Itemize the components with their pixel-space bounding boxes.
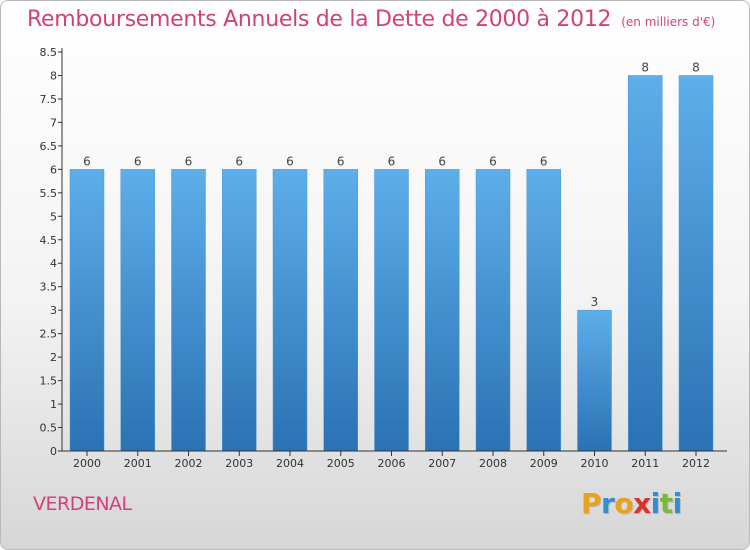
title-text: Remboursements Annuels de la Dette de 20… xyxy=(27,7,612,32)
y-tick-label: 6.5 xyxy=(40,140,58,153)
y-tick-label: 8.5 xyxy=(40,46,58,59)
chart-title: Remboursements Annuels de la Dette de 20… xyxy=(27,7,715,32)
data-label-2006: 6 xyxy=(388,154,396,168)
y-tick-label: 3.5 xyxy=(40,281,58,294)
y-tick-label: 0 xyxy=(50,445,57,458)
y-tick-label: 5 xyxy=(50,210,57,223)
y-tick-label: 0.5 xyxy=(40,422,58,435)
bar-2001 xyxy=(120,169,155,452)
y-tick-label: 2.5 xyxy=(40,328,58,341)
proxiti-logo[interactable]: Proxiti xyxy=(581,487,682,520)
x-tick-label-2001: 2001 xyxy=(124,457,152,470)
commune-name: VERDENAL xyxy=(33,493,132,515)
bar-2011 xyxy=(628,75,663,452)
bar-2006 xyxy=(374,169,409,452)
data-label-2004: 6 xyxy=(286,154,294,168)
y-tick-label: 2 xyxy=(50,351,57,364)
data-label-2009: 6 xyxy=(540,154,548,168)
y-tick-label: 6 xyxy=(50,163,57,176)
y-tick-label: 1.5 xyxy=(40,375,58,388)
x-tick-label-2009: 2009 xyxy=(530,457,558,470)
bar-2002 xyxy=(171,169,206,452)
x-tick-label-2002: 2002 xyxy=(175,457,203,470)
logo-letter: P xyxy=(581,487,602,520)
bar-2005 xyxy=(323,169,358,452)
x-tick-label-2010: 2010 xyxy=(581,457,609,470)
y-tick-label: 7.5 xyxy=(40,93,58,106)
x-tick-label-2000: 2000 xyxy=(73,457,101,470)
x-tick-label-2012: 2012 xyxy=(682,457,710,470)
x-tick-label-2003: 2003 xyxy=(225,457,253,470)
y-tick-label: 1 xyxy=(50,398,57,411)
y-tick-label: 5.5 xyxy=(40,187,58,200)
y-tick-label: 7 xyxy=(50,116,57,129)
data-label-2000: 6 xyxy=(83,154,91,168)
logo-letter: t xyxy=(659,487,673,520)
y-tick-label: 8 xyxy=(50,69,57,82)
bar-2009 xyxy=(526,169,561,452)
logo-letter: o xyxy=(614,487,634,520)
y-tick-label: 3 xyxy=(50,304,57,317)
x-tick-label-2005: 2005 xyxy=(327,457,355,470)
data-label-2002: 6 xyxy=(185,154,193,168)
unit-label: (en milliers d'€) xyxy=(621,15,716,29)
data-label-2001: 6 xyxy=(134,154,142,168)
bar-2004 xyxy=(272,169,308,452)
data-label-2012: 8 xyxy=(692,60,700,74)
data-label-2008: 6 xyxy=(489,154,497,168)
data-label-2005: 6 xyxy=(337,154,345,168)
y-tick-label: 4.5 xyxy=(40,234,58,247)
data-label-2010: 3 xyxy=(591,295,599,309)
bar-2010 xyxy=(577,309,612,452)
x-tick-label-2006: 2006 xyxy=(378,457,406,470)
bar-2003 xyxy=(222,169,257,452)
bar-2008 xyxy=(475,169,511,452)
bar-2007 xyxy=(425,169,460,452)
bar-2012 xyxy=(678,75,714,452)
data-label-2007: 6 xyxy=(438,154,446,168)
logo-letter: x xyxy=(633,487,651,520)
data-label-2003: 6 xyxy=(235,154,243,168)
x-tick-label-2008: 2008 xyxy=(479,457,507,470)
x-tick-label-2004: 2004 xyxy=(276,457,304,470)
data-label-2011: 8 xyxy=(641,60,649,74)
y-tick-label: 4 xyxy=(50,257,57,270)
x-tick-label-2007: 2007 xyxy=(428,457,456,470)
bar-2000 xyxy=(69,169,105,452)
logo-letter: i xyxy=(672,487,683,520)
logo-letter: r xyxy=(601,487,615,520)
x-tick-label-2011: 2011 xyxy=(631,457,659,470)
logo-letter: i xyxy=(650,487,661,520)
